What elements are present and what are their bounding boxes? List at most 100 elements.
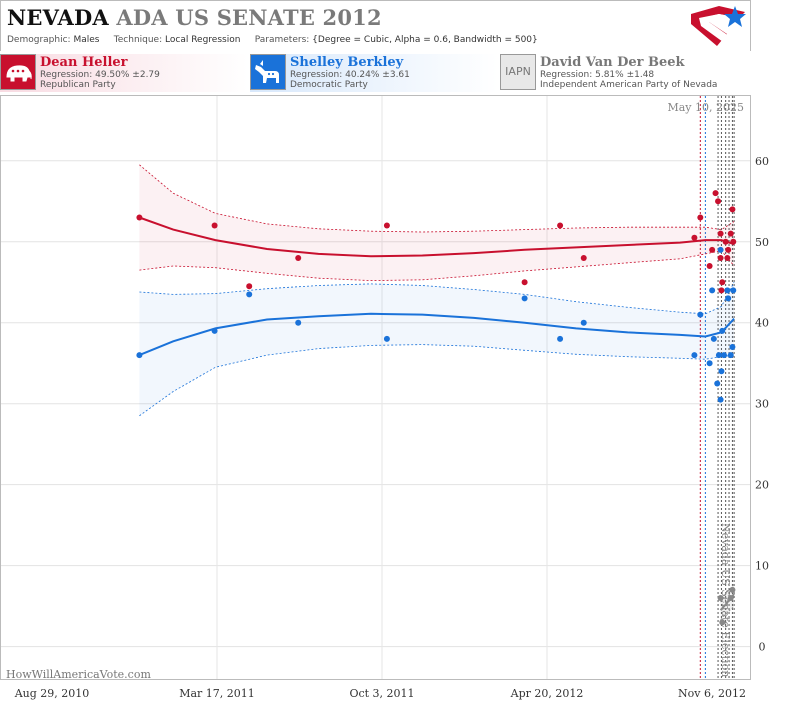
poll-point (246, 283, 253, 290)
poll-point (718, 287, 725, 294)
poll-point (729, 586, 736, 593)
page-title: NEVADA ADA US SENATE 2012 (7, 5, 382, 30)
confidence-upper (139, 164, 735, 233)
poll-point (691, 234, 698, 241)
poll-point (709, 246, 716, 253)
confidence-lower (139, 250, 735, 282)
candidate-party: Republican Party (40, 80, 116, 90)
poll-point (717, 396, 724, 403)
poll-point (697, 311, 704, 318)
technique-value: Local Regression (165, 35, 241, 45)
poll-point (717, 246, 724, 253)
y-tick-label: 50 (755, 236, 769, 249)
plot-frame (0, 95, 751, 680)
x-tick-label: Apr 20, 2012 (510, 687, 584, 700)
candidate-van-der-beek: IAPN David Van Der Beek Regression: 5.81… (500, 54, 748, 92)
poll-point (706, 263, 713, 270)
x-tick-label: Mar 17, 2011 (179, 687, 255, 700)
poll-point (730, 238, 737, 245)
candidate-regression: Regression: 49.50% ±2.79 (40, 70, 160, 80)
poll-point (521, 295, 528, 302)
poll-point (710, 335, 717, 342)
candidate-regression: Regression: 5.81% ±1.48 (540, 70, 655, 80)
y-tick-label: 10 (755, 560, 769, 573)
y-tick-label: 60 (755, 155, 769, 168)
state-name: NEVADA (7, 5, 109, 30)
candidate-heller: Dean Heller Regression: 49.50% ±2.79 Rep… (0, 54, 248, 92)
donkey-icon (250, 54, 286, 90)
poll-point (136, 352, 143, 359)
poll-point (557, 335, 564, 342)
x-tick-label: Aug 29, 2010 (14, 687, 90, 700)
demographic-value: Males (73, 35, 100, 45)
parameters-line: Demographic: Males Technique: Local Regr… (7, 35, 538, 45)
poll-point (211, 222, 218, 229)
candidate-regression: Regression: 40.24% ±3.61 (290, 70, 410, 80)
party-badge-icon: IAPN (500, 54, 536, 90)
poll-point (727, 230, 734, 237)
poll-point (383, 335, 390, 342)
poll-point (725, 246, 732, 253)
poll-point (697, 214, 704, 221)
x-tick-label: Oct 3, 2011 (349, 687, 414, 700)
candidate-name: Shelley Berkley (290, 55, 404, 70)
poll-point (727, 352, 734, 359)
poll-point (724, 287, 731, 294)
parameters-label: Parameters: (254, 35, 310, 45)
poll-point (715, 198, 722, 205)
poll-point (719, 279, 726, 286)
election-label: Nevada US Senate Election (719, 523, 732, 677)
poll-point (580, 319, 587, 326)
x-tick-label: Nov 6, 2012 (678, 687, 746, 700)
poll-point (295, 319, 302, 326)
poll-point (717, 254, 724, 261)
poll-point (383, 222, 390, 229)
poll-date-lines (699, 96, 735, 679)
y-axis: 0 10 20 30 40 50 60 (755, 155, 769, 654)
event-name: ADA US SENATE 2012 (116, 5, 382, 30)
poll-point (521, 279, 528, 286)
poll-point (719, 619, 726, 626)
poll-point (580, 254, 587, 261)
poll-point (246, 291, 253, 298)
confidence-lower (720, 605, 735, 621)
poll-point (719, 327, 726, 334)
poll-point (722, 238, 729, 245)
site-logo-icon (691, 6, 746, 46)
y-tick-label: 40 (755, 317, 769, 330)
confidence-band (139, 282, 735, 416)
y-tick-label: 0 (759, 641, 766, 654)
candidate-name: Dean Heller (40, 55, 128, 70)
technique-label: Technique: (113, 35, 163, 45)
trend-line (139, 312, 735, 357)
poll-point (557, 222, 564, 229)
trend-line (139, 216, 735, 258)
candidate-party: Democratic Party (290, 80, 368, 90)
poll-point (295, 254, 302, 261)
gridlines (1, 96, 750, 679)
poll-point (725, 295, 732, 302)
candidate-berkley: Shelley Berkley Regression: 40.24% ±3.61… (250, 54, 498, 92)
candidate-name: David Van Der Beek (540, 55, 685, 70)
poll-point (724, 254, 731, 261)
poll-point (729, 344, 736, 351)
poll-point (717, 595, 724, 602)
parameters-value: {Degree = Cubic, Alpha = 0.6, Bandwidth … (312, 35, 538, 45)
y-tick-label: 20 (755, 479, 769, 492)
poll-point (717, 230, 724, 237)
poll-point (718, 368, 725, 375)
poll-point (729, 206, 736, 213)
demographic-label: Demographic: (7, 35, 71, 45)
date-label: May 10, 2025 (667, 101, 744, 114)
poll-point (720, 352, 727, 359)
poll-point (136, 214, 143, 221)
header: NEVADA ADA US SENATE 2012 Demographic: M… (0, 0, 751, 51)
x-axis: Aug 29, 2010 Mar 17, 2011 Oct 3, 2011 Apr 2… (14, 687, 746, 700)
confidence-upper (139, 282, 735, 315)
poll-points (136, 190, 737, 626)
poll-point (714, 380, 721, 387)
y-tick-label: 30 (755, 398, 769, 411)
poll-point (712, 190, 719, 197)
poll-point (715, 352, 722, 359)
